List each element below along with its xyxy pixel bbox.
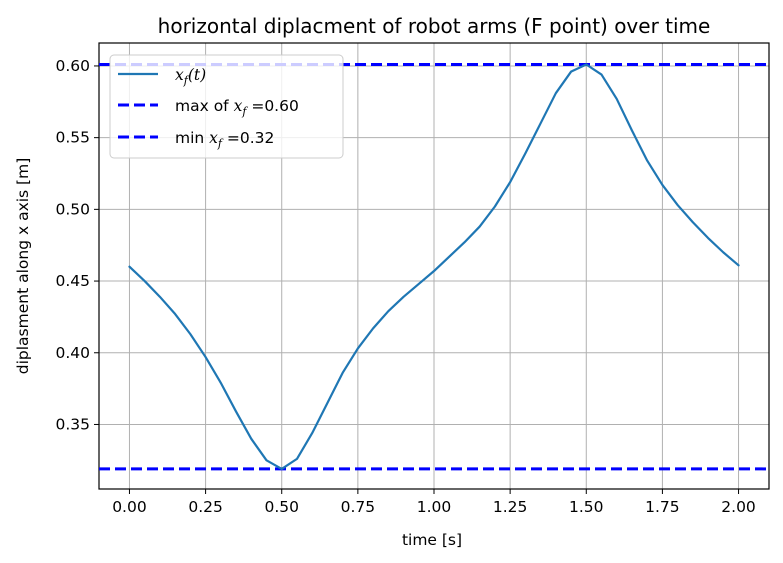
legend-min-sub: f [217, 137, 224, 150]
x-tick-label: 1.25 [493, 498, 528, 516]
y-tick-label: 0.50 [55, 200, 90, 218]
x-tick-label: 1.75 [645, 498, 680, 516]
legend-max-var: x [234, 97, 243, 115]
x-tick-label: 0.75 [341, 498, 376, 516]
y-tick-label: 0.40 [55, 344, 90, 362]
legend-label-min: min xf =0.32 [175, 129, 274, 150]
y-tick-label: 0.35 [55, 415, 90, 433]
y-tick-label: 0.60 [55, 57, 90, 75]
series-layer [128, 63, 740, 471]
y-axis-label: diplasment along x axis [m] [14, 158, 32, 374]
y-tick-label: 0.55 [55, 129, 90, 147]
legend: xf(t) max of xf =0.60 min xf =0.32 [109, 54, 344, 159]
x-tick-label: 0.25 [188, 498, 223, 516]
legend-min-prefix: min [175, 129, 209, 147]
legend-label-max: max of xf =0.60 [175, 97, 299, 118]
chart-title: horizontal diplacment of robot arms (F p… [158, 14, 711, 38]
legend-max-sub: f [241, 105, 248, 118]
x-tick-label: 1.50 [569, 498, 604, 516]
x-tick-label: 0.00 [112, 498, 147, 516]
grid [99, 43, 769, 489]
legend-max-suffix: =0.60 [246, 97, 298, 115]
legend-box [109, 54, 344, 159]
x-axis-label: time [s] [402, 531, 462, 549]
series-line [128, 63, 740, 471]
x-tick-label: 1.00 [417, 498, 452, 516]
axis-ticks: 0.00 0.25 0.50 0.75 1.00 1.25 1.50 1.75 2.00 0.35… [55, 57, 755, 516]
legend-series-sub: f [183, 74, 190, 87]
legend-series-arg: (t) [188, 66, 206, 84]
x-tick-label: 0.50 [264, 498, 299, 516]
legend-max-prefix: max of [175, 97, 234, 115]
legend-label-series: xf(t) [175, 66, 206, 87]
x-tick-label: 2.00 [721, 498, 756, 516]
legend-min-var: x [209, 129, 218, 147]
legend-series-var: x [175, 66, 184, 84]
y-tick-label: 0.45 [55, 272, 90, 290]
legend-min-suffix: =0.32 [222, 129, 274, 147]
